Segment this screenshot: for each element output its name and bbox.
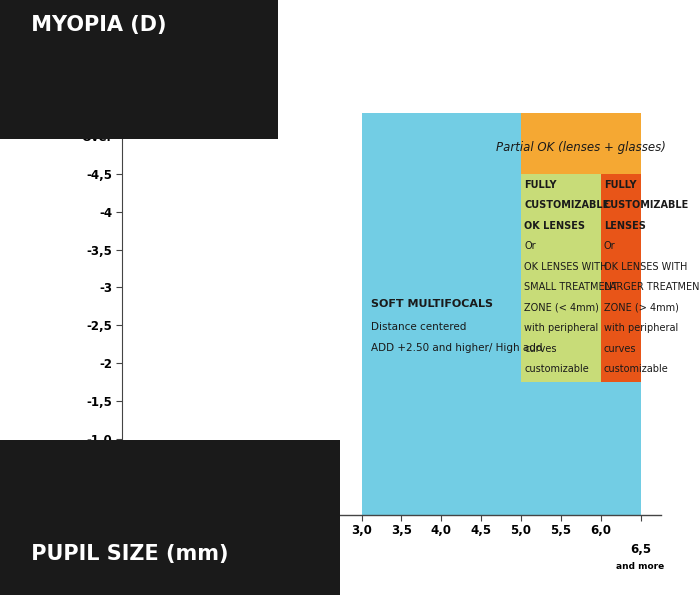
Text: LARGER TREATMENT: LARGER TREATMENT xyxy=(604,282,699,292)
Text: Diopter
(D): Diopter (D) xyxy=(101,60,145,82)
Text: Or: Or xyxy=(604,242,616,251)
Text: curves: curves xyxy=(524,343,556,353)
Text: with peripheral: with peripheral xyxy=(524,323,598,333)
Text: 6,5: 6,5 xyxy=(630,543,651,556)
Text: with peripheral: with peripheral xyxy=(604,323,678,333)
Text: ZONE (> 4mm): ZONE (> 4mm) xyxy=(604,303,679,312)
Text: OK LENSES: OK LENSES xyxy=(524,221,585,231)
Bar xyxy=(521,174,600,382)
Text: OK LENSES WITH: OK LENSES WITH xyxy=(524,262,607,272)
Text: PUPIL SIZE (mm): PUPIL SIZE (mm) xyxy=(24,544,236,565)
Text: LENSES: LENSES xyxy=(604,221,646,231)
Bar xyxy=(600,174,640,382)
Text: and more: and more xyxy=(617,562,665,571)
Text: SOFT MULTIFOCALS: SOFT MULTIFOCALS xyxy=(371,299,493,309)
Text: FULLY: FULLY xyxy=(604,180,637,190)
Text: ZONE (< 4mm): ZONE (< 4mm) xyxy=(524,303,599,312)
Text: FULLY: FULLY xyxy=(524,180,556,190)
Text: CUSTOMIZABLE: CUSTOMIZABLE xyxy=(524,201,610,211)
Text: customizable: customizable xyxy=(524,364,589,374)
Bar xyxy=(521,113,640,174)
Bar xyxy=(361,113,640,515)
Text: Distance centered: Distance centered xyxy=(371,321,466,331)
Text: ADD +2.50 and higher/ High add: ADD +2.50 and higher/ High add xyxy=(371,343,542,353)
Text: OK LENSES WITH: OK LENSES WITH xyxy=(604,262,687,272)
Text: MYOPIA (D): MYOPIA (D) xyxy=(24,15,174,35)
Text: CUSTOMIZABLE: CUSTOMIZABLE xyxy=(604,201,689,211)
Text: SMALL TREATMENT: SMALL TREATMENT xyxy=(524,282,618,292)
Text: Partial OK (lenses + glasses): Partial OK (lenses + glasses) xyxy=(496,141,665,154)
Text: curves: curves xyxy=(604,343,637,353)
Text: customizable: customizable xyxy=(604,364,669,374)
Text: Or: Or xyxy=(524,242,536,251)
